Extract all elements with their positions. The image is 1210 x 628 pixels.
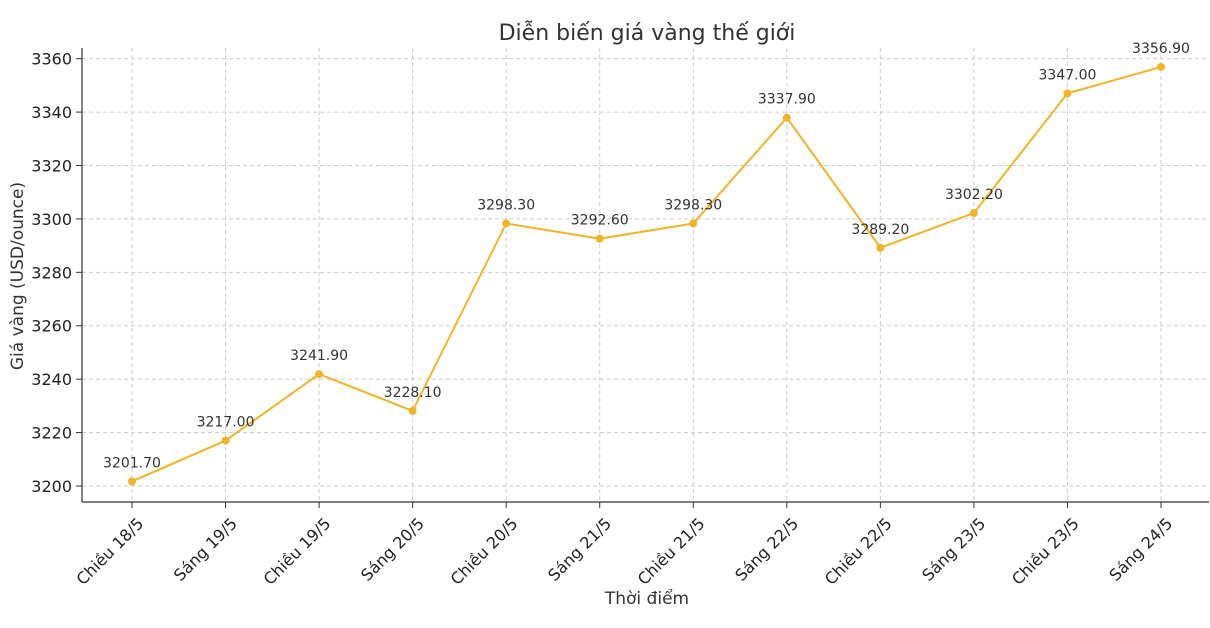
data-point	[221, 436, 230, 445]
ticks-layer: 3200 3220 3240 3260 3280 3300 3320 3340 3360 Chiề…	[31, 50, 1176, 589]
labels-layer: 3201.70 3217.00 3241.90 3228.10 3298.30 3292.…	[103, 41, 1190, 471]
chart-title: Diễn biến giá vàng thế giới	[499, 20, 796, 46]
x-tick-label: Sáng 20/5	[357, 514, 428, 585]
y-tick-label: 3260	[31, 317, 72, 336]
x-tick-label: Sáng 21/5	[544, 514, 615, 585]
data-point	[1063, 89, 1072, 98]
series-layer	[128, 62, 1165, 486]
data-point	[1157, 62, 1165, 71]
data-label: 3356.90	[1132, 41, 1190, 57]
data-label: 3241.90	[290, 348, 348, 364]
axes-layer	[81, 48, 1209, 503]
data-label: 3302.20	[945, 187, 1003, 203]
data-label: 3201.70	[103, 455, 161, 471]
y-tick-label: 3360	[31, 50, 72, 69]
data-point	[315, 370, 324, 379]
x-tick-label: Sáng 23/5	[918, 514, 989, 585]
x-tick-label: Chiều 23/5	[1008, 514, 1083, 589]
x-tick-label: Chiều 19/5	[260, 514, 335, 589]
data-label: 3217.00	[197, 415, 255, 431]
data-point	[689, 219, 698, 228]
data-point	[502, 219, 511, 228]
data-point	[782, 113, 791, 122]
data-label: 3289.20	[851, 222, 909, 238]
y-axis-label: Giá vàng (USD/ounce)	[8, 182, 28, 370]
data-label: 3347.00	[1039, 67, 1097, 83]
x-tick-label: Chiều 22/5	[821, 514, 896, 589]
data-point	[876, 243, 885, 252]
data-point	[969, 209, 978, 218]
y-tick-label: 3220	[31, 424, 72, 443]
data-label: 3298.30	[664, 197, 722, 213]
x-tick-label: Sáng 24/5	[1105, 514, 1176, 585]
x-tick-label: Sáng 19/5	[170, 514, 241, 585]
x-tick-label: Chiều 21/5	[634, 514, 709, 589]
series-line	[131, 65, 1162, 483]
x-tick-label: Sáng 22/5	[731, 514, 802, 585]
data-label: 3228.10	[384, 385, 442, 401]
data-label: 3337.90	[758, 92, 816, 108]
grid-layer	[82, 48, 1209, 502]
y-tick-label: 3240	[31, 370, 72, 389]
x-tick-label: Chiều 18/5	[73, 514, 148, 589]
data-point	[595, 234, 604, 243]
data-label: 3298.30	[477, 197, 535, 213]
y-tick-label: 3320	[31, 157, 72, 176]
x-axis-label: Thời điểm	[604, 588, 689, 609]
y-tick-label: 3300	[31, 210, 72, 229]
data-label: 3292.60	[571, 213, 629, 229]
y-tick-label: 3200	[31, 477, 72, 496]
data-point	[128, 477, 136, 486]
y-tick-label: 3280	[31, 263, 72, 282]
data-point	[408, 406, 417, 415]
x-tick-label: Chiều 20/5	[447, 514, 522, 589]
y-tick-label: 3340	[31, 103, 72, 122]
